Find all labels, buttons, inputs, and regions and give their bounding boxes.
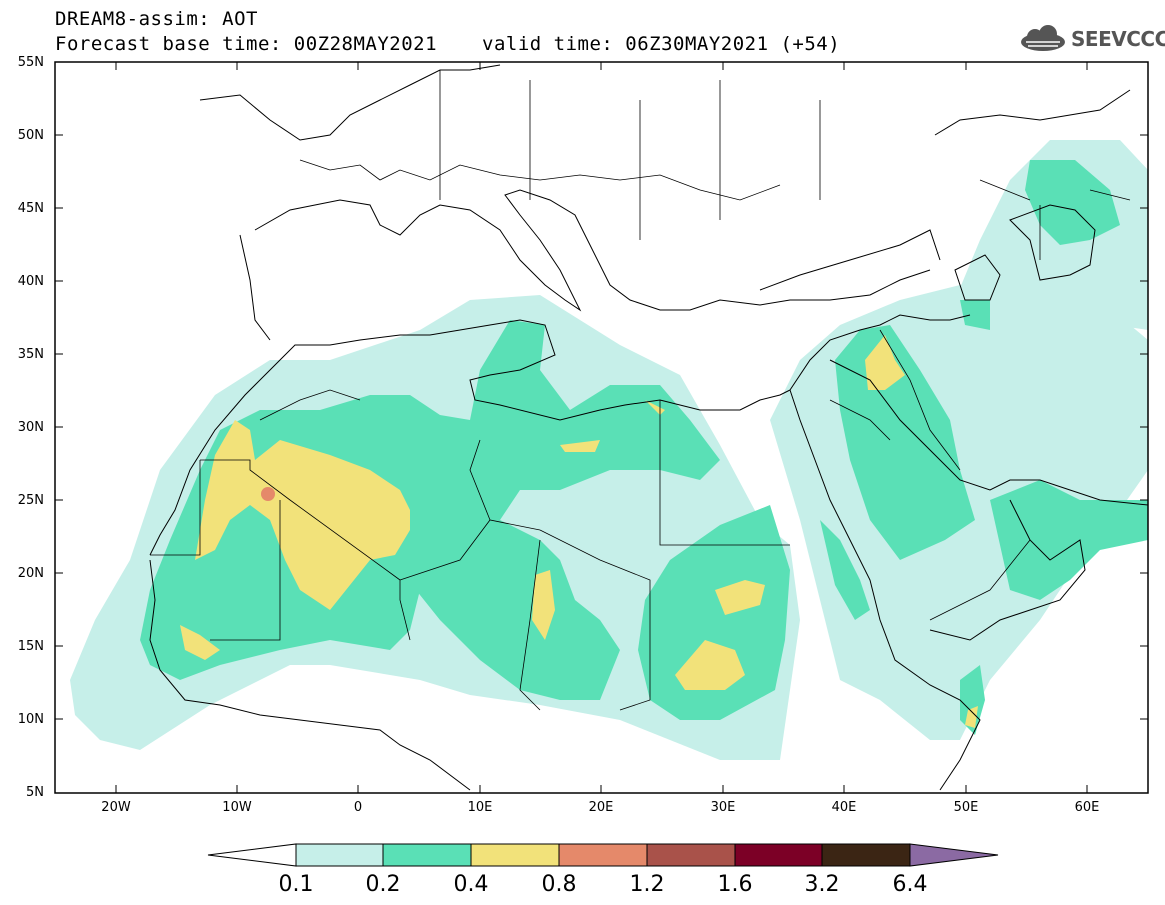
lon-label: 50E — [953, 800, 979, 815]
lon-label: 20E — [588, 800, 614, 815]
colorbar-label: 1.2 — [629, 872, 665, 897]
contour-0.4 — [180, 335, 978, 728]
lon-label: 60E — [1074, 800, 1100, 815]
lat-label: 10N — [17, 712, 44, 727]
lat-label: 35N — [17, 347, 44, 362]
colorbar-label: 0.4 — [453, 872, 489, 897]
colorbar-label: 0.1 — [278, 872, 314, 897]
colorbar-low-arrow — [207, 843, 297, 867]
lat-label: 55N — [17, 55, 44, 70]
coastlines — [149, 64, 1148, 791]
lat-label: 40N — [17, 274, 44, 289]
valid-time: valid time: 06Z30MAY2021 (+54) — [482, 33, 841, 55]
colorbar-label: 6.4 — [892, 872, 928, 897]
lon-label: 20W — [101, 800, 131, 815]
cloud-icon — [1021, 25, 1065, 51]
colorbar-bin-2 — [382, 843, 472, 867]
title-line-2: Forecast base time: 00Z28MAY2021 — [55, 33, 438, 55]
lat-label: 50N — [17, 128, 44, 143]
colorbar-bin-1 — [295, 843, 384, 867]
colorbar-bin-7 — [821, 843, 911, 867]
lon-label: 10W — [222, 800, 252, 815]
colorbar-bin-6 — [734, 843, 823, 867]
colorbar-label: 0.2 — [365, 872, 401, 897]
contour-0.2 — [140, 160, 1148, 735]
borders — [150, 70, 1131, 711]
title-line-1: DREAM8-assim: AOT — [55, 8, 258, 30]
aot-field — [70, 140, 1148, 760]
lon-label: 40E — [831, 800, 857, 815]
colorbar-label: 1.6 — [717, 872, 753, 897]
lat-label: 15N — [17, 639, 44, 654]
lat-label: 20N — [17, 566, 44, 581]
lat-label: 25N — [17, 493, 44, 508]
lon-label: 0 — [353, 800, 363, 815]
lat-label: 30N — [17, 420, 44, 435]
colorbar-bin-3 — [470, 843, 560, 867]
contour-0.8 — [261, 487, 275, 501]
colorbar-label: 3.2 — [804, 872, 840, 897]
lat-label: 45N — [17, 201, 44, 216]
lon-label: 10E — [467, 800, 493, 815]
colorbar-high-arrow — [909, 843, 999, 867]
colorbar-bin-5 — [646, 843, 736, 867]
logo-text: SEEVCCC — [1071, 27, 1165, 51]
lon-label: 30E — [710, 800, 736, 815]
lat-label: 5N — [26, 785, 44, 800]
colorbar-label: 0.8 — [541, 872, 577, 897]
axis-ticks — [55, 62, 1148, 793]
colorbar-bin-4 — [558, 843, 648, 867]
colorbar — [207, 843, 999, 867]
seevccc-logo: SEEVCCC — [1018, 22, 1165, 56]
